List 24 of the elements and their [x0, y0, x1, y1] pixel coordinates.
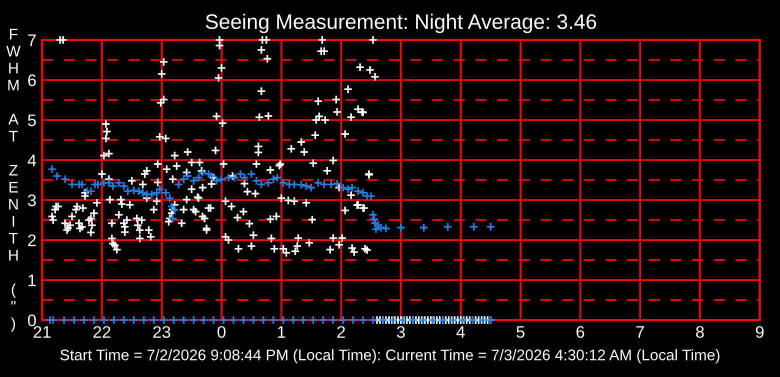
x-tick-label: 8 [696, 326, 704, 338]
x-tick-label: 6 [576, 326, 584, 338]
y-tick-label: 0 [28, 314, 36, 326]
x-tick-label: 23 [153, 326, 170, 338]
text: FWHM AT ZENITH (") [6, 28, 21, 332]
text: Start Time = 7/2/2026 9:08:44 PM (Local Time): Current Time = 7/3/2026 4:30:12 AM (Local Time) [60, 349, 720, 364]
x-tick-label: 0 [218, 326, 226, 338]
y-tick-label: 5 [28, 114, 36, 126]
y-tick-label: 3 [28, 194, 36, 206]
x-tick-label: 22 [93, 326, 110, 338]
y-tick-label: 6 [28, 74, 36, 86]
y-tick-label: 2 [28, 234, 36, 246]
chart-title: Seeing Measurement: Night Average: 3.46 [206, 14, 596, 34]
x-tick-label: 1 [278, 326, 286, 338]
y-tick-label: 1 [28, 274, 36, 286]
x-tick-label: 2 [337, 326, 345, 338]
x-tick-label: 4 [456, 326, 465, 338]
x-tick-label: 7 [636, 326, 644, 338]
x-tick-label: 5 [516, 326, 524, 338]
x-tick-label: 3 [396, 326, 405, 338]
x-tick-label: 21 [34, 326, 51, 338]
y-tick-label: 7 [28, 34, 36, 46]
y-tick-label: 4 [28, 154, 36, 166]
x-tick-label: 9 [756, 326, 764, 338]
